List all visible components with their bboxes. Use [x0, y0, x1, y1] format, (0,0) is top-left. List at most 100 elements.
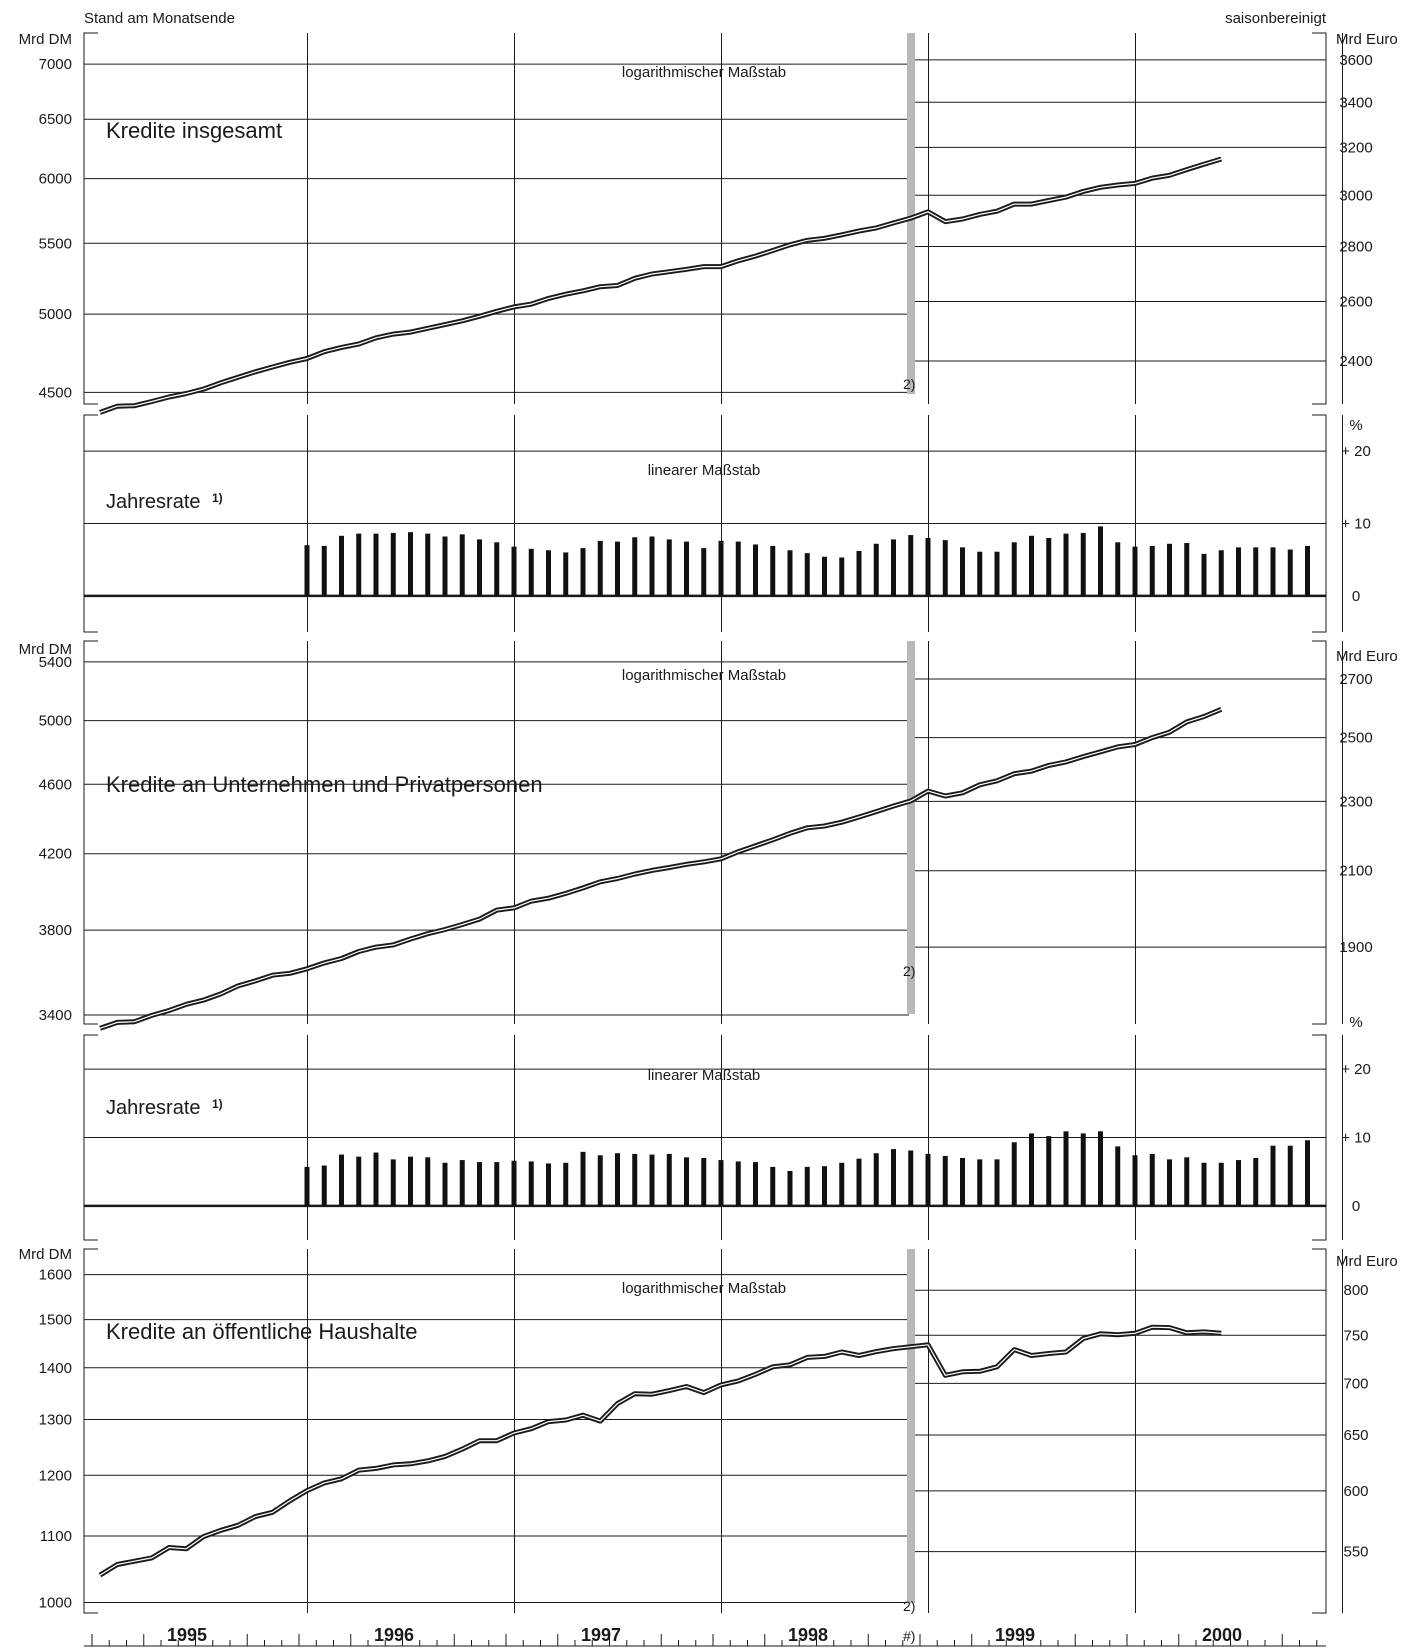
rate-bar	[390, 532, 396, 596]
euro-tick-label: 750	[1343, 1327, 1368, 1344]
rate-bar	[1132, 1155, 1138, 1206]
rate-bar	[666, 1153, 672, 1206]
rate-bar	[1253, 1158, 1259, 1206]
x-axis-ticks	[84, 1634, 1326, 1647]
series-line-inner	[99, 708, 1222, 1029]
left-axis-bracket	[83, 32, 98, 405]
left-tick-labels: 4500 5000 5500 6000 6500 7000	[39, 56, 72, 401]
percent-tick-label: + 20	[1341, 443, 1371, 460]
dm-tick-label: 3400	[39, 1007, 72, 1024]
euro-tick-label: 700	[1343, 1375, 1368, 1392]
rate-bar	[1011, 1142, 1017, 1206]
series-line-inner	[99, 158, 1222, 413]
rate-bar	[1080, 532, 1086, 596]
plot-area	[83, 414, 1343, 633]
rate-bar	[908, 1150, 914, 1206]
euro-tick-label: 550	[1343, 1544, 1368, 1561]
rate-bar	[649, 1154, 655, 1206]
unit-left: Mrd DM	[19, 1246, 72, 1263]
euro-tick-label: 650	[1343, 1427, 1368, 1444]
dm-tick-label: 5000	[39, 713, 72, 730]
panel-title: Jahresrate	[106, 491, 201, 513]
rate-bar	[563, 552, 569, 596]
rate-bar	[1046, 1136, 1052, 1206]
panel-kredite-oeffentliche-haushalte: Mrd DM Mrd Euro 1000 1100 1200 1300 1400 1500…	[19, 1246, 1398, 1614]
rate-bar	[735, 1161, 741, 1206]
rate-bar	[1098, 526, 1103, 596]
panel-title: Kredite an öffentliche Haushalte	[106, 1319, 417, 1344]
left-tick-labels: 3400 3800 4200 4600 5000 5400	[39, 654, 72, 1024]
rate-bar	[770, 545, 776, 596]
euro-break-bar	[907, 1249, 915, 1603]
unit-right: Mrd Euro	[1336, 1253, 1398, 1270]
left-axis-bracket	[83, 1248, 98, 1614]
rate-bar	[408, 532, 413, 596]
rate-bar	[632, 537, 638, 596]
rate-bar	[356, 1156, 362, 1206]
rate-bar	[1287, 549, 1293, 596]
rate-bar	[528, 1161, 534, 1206]
percent-tick-label: + 10	[1341, 1130, 1371, 1147]
rate-bar	[822, 556, 827, 596]
euro-tick-label: 2800	[1339, 239, 1372, 256]
rate-bar	[339, 1154, 344, 1206]
rate-bar	[770, 1166, 776, 1206]
unit-right: %	[1349, 417, 1362, 434]
rate-bar	[787, 550, 793, 596]
scale-note: linearer Maßstab	[648, 1067, 761, 1084]
rate-bar	[615, 541, 620, 596]
rate-bar	[580, 1151, 586, 1206]
euro-tick-label: 2300	[1339, 793, 1372, 810]
rate-bar	[839, 1162, 845, 1206]
unit-right: Mrd Euro	[1336, 31, 1398, 48]
left-axis-bracket	[83, 640, 98, 1025]
seasonally-adjusted-note: saisonbereinigt	[1225, 10, 1327, 27]
rate-bar	[1046, 537, 1052, 596]
scale-note: logarithmischer Maßstab	[622, 64, 786, 81]
left-tick-labels: 1000 1100 1200 1300 1400 1500 1600	[39, 1267, 72, 1612]
rate-bar	[718, 1160, 724, 1206]
dm-tick-label: 6500	[39, 111, 72, 128]
rate-bar	[494, 542, 500, 596]
dm-tick-label: 6000	[39, 171, 72, 188]
rate-bar	[1115, 542, 1121, 596]
x-axis: 1995 1996 1997 1998 1999 2000 #)	[84, 1625, 1326, 1647]
rate-bar	[373, 1152, 379, 1206]
rate-bar	[873, 1153, 879, 1206]
rate-bar	[304, 1166, 310, 1206]
scale-note: linearer Maßstab	[648, 462, 761, 479]
rate-bar	[960, 547, 965, 596]
dm-tick-label: 4600	[39, 776, 72, 793]
rate-bar	[373, 533, 379, 596]
right-tick-labels: 2400 2600 2800 3000 3200 3400 3600	[1339, 52, 1372, 370]
rate-bar	[632, 1153, 638, 1206]
rate-bar	[511, 546, 517, 596]
rate-bar	[960, 1158, 965, 1206]
right-tick-labels: 1900 2100 2300 2500 2700	[1339, 671, 1372, 956]
rate-bar	[684, 541, 689, 596]
rate-bar	[1201, 1162, 1207, 1206]
dm-tick-label: 1500	[39, 1312, 72, 1329]
rate-bar	[994, 1159, 1000, 1206]
dm-tick-label: 1000	[39, 1594, 72, 1611]
rate-bar	[1063, 1131, 1069, 1206]
rate-bar	[1218, 1162, 1224, 1206]
percent-tick-label: + 10	[1341, 516, 1371, 533]
right-tick-labels: + 20 + 10 0	[1341, 1061, 1371, 1215]
rate-bar	[718, 540, 724, 596]
euro-tick-label: 800	[1343, 1282, 1368, 1299]
plot-area	[83, 1034, 1343, 1241]
year-label-1999: 1999	[995, 1625, 1035, 1645]
euro-break-bar	[907, 33, 915, 394]
right-axis-bracket	[1312, 32, 1327, 405]
rate-bar	[942, 1155, 948, 1206]
rate-bar	[908, 535, 914, 596]
dm-tick-label: 7000	[39, 56, 72, 73]
right-axis-bracket	[1312, 640, 1327, 1025]
rate-bar	[1063, 533, 1069, 596]
rate-bar	[1270, 547, 1276, 596]
panel-kredite-insgesamt: Mrd DM Mrd Euro 4500 5000 5500 6000 6500 7000…	[19, 31, 1398, 415]
rate-bar	[977, 551, 983, 596]
rate-bar	[1029, 1133, 1034, 1206]
rate-bar	[408, 1156, 413, 1206]
